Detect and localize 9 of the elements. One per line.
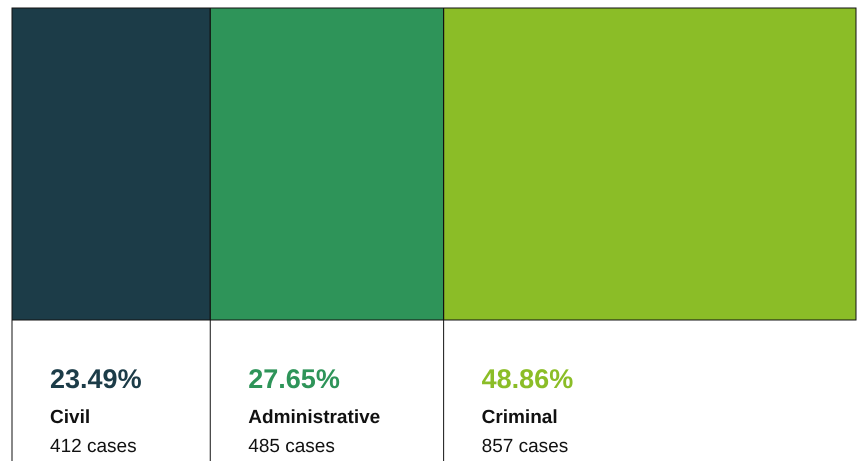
category-label: Civil — [50, 407, 90, 428]
data-label: 48.86% — [482, 364, 574, 394]
data-label: 27.65% — [248, 364, 340, 394]
data-label: 23.49% — [50, 364, 142, 394]
category-label: Administrative — [248, 407, 380, 428]
text: 485 cases — [248, 436, 335, 457]
category-label: Criminal — [482, 407, 558, 428]
text: 412 cases — [50, 436, 137, 457]
text: 857 cases — [482, 436, 568, 457]
